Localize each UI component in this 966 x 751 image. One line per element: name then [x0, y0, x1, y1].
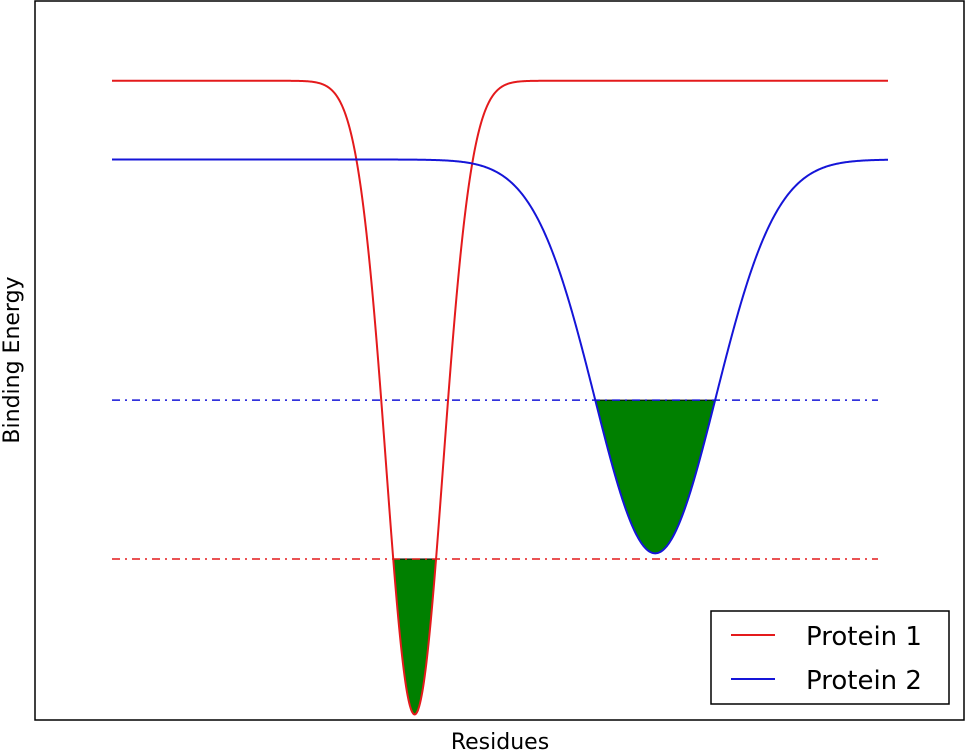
x-axis-label: Residues	[451, 730, 549, 751]
plot-frame	[34, 0, 965, 721]
threshold-layer	[112, 399, 878, 560]
legend-label-protein-2: Protein 2	[806, 666, 922, 696]
legend-label-protein-1: Protein 1	[806, 622, 922, 652]
series-line-protein-2	[112, 158, 889, 555]
curve-layer	[112, 79, 889, 716]
series-line-protein-1	[112, 79, 888, 716]
legend: Protein 1 Protein 2	[710, 610, 950, 705]
legend-box	[710, 610, 950, 705]
y-axis-label: Binding Energy	[0, 276, 25, 443]
